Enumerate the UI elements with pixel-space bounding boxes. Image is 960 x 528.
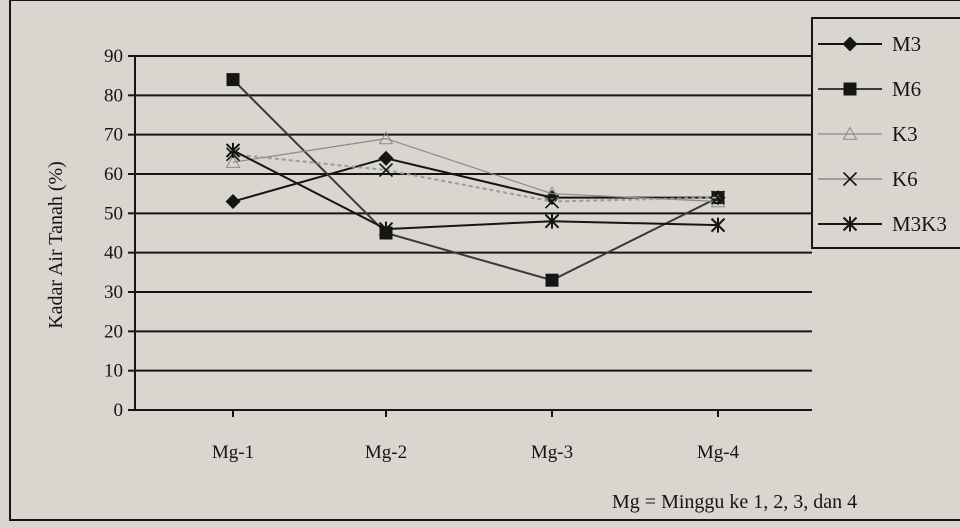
point-M3: [378, 150, 394, 166]
point-K3: [225, 154, 241, 168]
y-tick-label: 0: [114, 400, 124, 421]
legend-item-M3K3: M3K3: [818, 212, 947, 236]
y-tick-label: 20: [104, 321, 123, 342]
x-tick-label: Mg-1: [212, 442, 254, 463]
point-M6: [545, 273, 559, 287]
point-K6: [544, 194, 560, 209]
legend-label-M6: M6: [892, 77, 921, 101]
legend-item-K6: K6: [818, 167, 918, 191]
x-axis-note: Mg = Minggu ke 1, 2, 3, dan 4: [612, 491, 857, 513]
point-K6-stroke: [544, 194, 560, 209]
y-tick-label: 80: [104, 85, 123, 106]
series-M3: [225, 150, 726, 210]
gridlines: [128, 55, 812, 411]
point-M3: [225, 194, 241, 210]
legend-label-K3: K3: [892, 122, 918, 146]
series-group: [225, 73, 726, 287]
y-tick-label: 10: [104, 361, 123, 382]
point-M3K3: [378, 221, 394, 237]
legend-marker-K6-stroke: [842, 171, 858, 187]
axes: [134, 56, 812, 411]
y-tick-label: 70: [104, 125, 123, 146]
x-tick-labels: Mg-1 Mg-2 Mg-3 Mg-4: [212, 410, 740, 463]
legend-label-M3: M3: [892, 32, 921, 56]
point-M3K3: [225, 142, 241, 158]
point-M3K3: [710, 217, 726, 233]
point-K6-stroke: [378, 163, 394, 178]
x-tick-label: Mg-3: [531, 442, 573, 463]
series-line-M3: [232, 157, 718, 203]
point-K6-stroke: [710, 190, 726, 205]
y-tick-label: 40: [104, 243, 123, 264]
point-M3K3: [544, 213, 560, 229]
y-tick-label: 90: [104, 46, 123, 67]
series-line-K6: [232, 153, 719, 203]
series-M3K3: [225, 142, 726, 237]
point-K6: [710, 190, 726, 205]
y-tick-label: 60: [104, 164, 123, 185]
legend-item-M3: M3: [818, 32, 921, 56]
y-tick-labels: 0 10 20 30 40 50 60 70 80 90: [104, 46, 123, 421]
legend-item-M6: M6: [818, 77, 921, 101]
legend-box: [811, 17, 960, 249]
legend-marker-M3K3: [842, 216, 858, 232]
point-K3: [378, 131, 394, 145]
legend-label-M3K3: M3K3: [892, 212, 947, 236]
point-M6: [226, 73, 240, 87]
series-line-K3: [232, 137, 719, 203]
series-M6: [226, 73, 725, 287]
legend-marker-M6: [843, 82, 857, 96]
legend-marker-K6: [842, 171, 858, 187]
x-tick-label: Mg-4: [697, 442, 740, 463]
series-K3: [225, 131, 726, 208]
chart-frame: [9, 0, 960, 521]
y-tick-label: 30: [104, 282, 123, 303]
y-axis-title: Kadar Air Tanah (%): [45, 161, 67, 329]
legend-item-K3: K3: [818, 122, 918, 146]
series-line-M3K3: [232, 149, 719, 231]
legend-label-K6: K6: [892, 167, 918, 191]
series-K6: [225, 147, 726, 209]
legend: M3 M6 K3 K6 M3K3: [811, 17, 960, 249]
legend-marker-M3: [842, 36, 858, 52]
series-line-M6: [232, 78, 719, 282]
point-K3: [544, 186, 560, 200]
y-tick-label: 50: [104, 203, 123, 224]
legend-marker-K3: [842, 126, 858, 140]
x-tick-label: Mg-2: [365, 442, 407, 463]
point-K6: [378, 163, 394, 178]
